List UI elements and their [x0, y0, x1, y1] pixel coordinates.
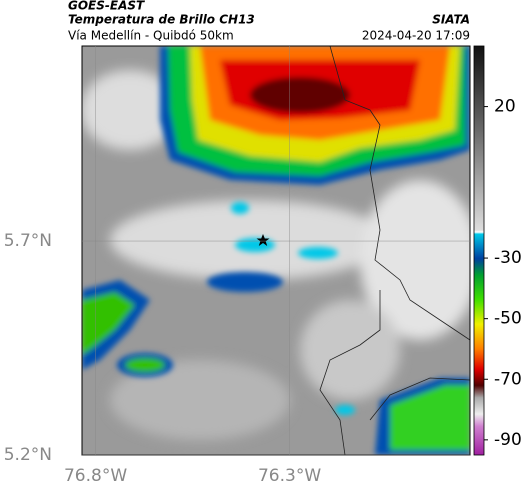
- colorbar-tick-label: -70: [494, 369, 522, 389]
- colorbar-tick-label: -50: [494, 309, 522, 329]
- y-tick-label: 5.7°N: [4, 231, 52, 251]
- source: SIATA: [432, 13, 470, 27]
- satellite-image: [82, 46, 470, 455]
- location-marker: [256, 234, 270, 246]
- colorbar-tick-label: -30: [494, 248, 522, 268]
- colorbar: [473, 45, 485, 456]
- timestamp: 2024-04-20 17:09: [362, 29, 470, 43]
- colorbar-tick-label: -90: [494, 430, 522, 450]
- y-tick-label: 5.2°N: [4, 445, 52, 465]
- title: Temperatura de Brillo CH13: [68, 13, 255, 27]
- x-tick-label: 76.8°W: [64, 466, 127, 486]
- colorbar-tick-label: 20: [494, 97, 516, 117]
- subtitle: Vía Medellín - Quibdó 50km: [68, 29, 234, 43]
- product: GOES-EAST: [68, 0, 145, 13]
- x-tick-label: 76.3°W: [258, 466, 321, 486]
